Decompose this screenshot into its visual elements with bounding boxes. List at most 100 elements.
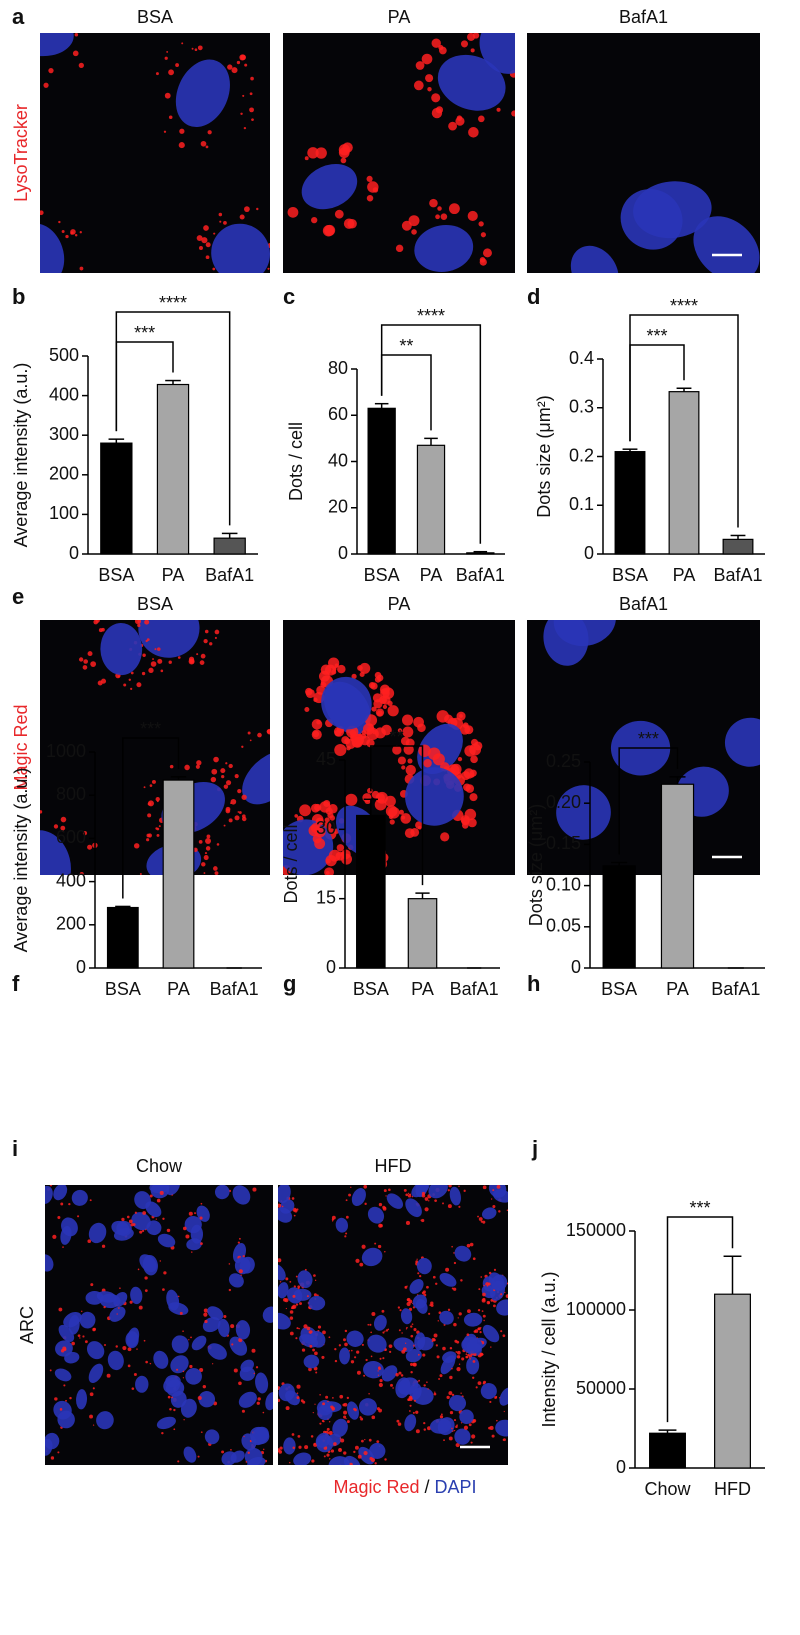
red-dot xyxy=(194,48,198,52)
red-dot xyxy=(426,1381,428,1383)
red-dot xyxy=(87,1239,92,1244)
red-dot xyxy=(456,115,463,121)
red-dot xyxy=(176,1368,179,1371)
nucleus xyxy=(63,1311,82,1328)
red-dot xyxy=(134,620,142,625)
red-dot xyxy=(478,1288,481,1291)
red-dot xyxy=(238,1269,243,1274)
y-tick-label: 200 xyxy=(56,914,86,934)
red-dot xyxy=(347,219,357,229)
nucleus xyxy=(409,1279,424,1294)
red-dot xyxy=(157,658,163,664)
red-dot xyxy=(399,809,404,815)
red-dot xyxy=(384,795,396,807)
red-dot xyxy=(392,745,402,755)
red-dot xyxy=(437,206,442,211)
red-dot xyxy=(500,1330,503,1333)
nucleus xyxy=(405,1198,422,1218)
red-dot xyxy=(247,1451,250,1454)
red-dot xyxy=(367,787,373,794)
red-dot xyxy=(291,1433,295,1436)
red-dot xyxy=(480,1276,483,1278)
red-dot xyxy=(417,1353,420,1356)
nucleus xyxy=(175,59,230,128)
red-dot xyxy=(177,1295,180,1298)
nucleus xyxy=(308,1295,326,1311)
red-dot xyxy=(68,1202,71,1206)
red-dot xyxy=(164,92,171,99)
red-dot xyxy=(200,1202,203,1205)
y-axis-label: Average intensity (a.u.) xyxy=(11,363,31,548)
red-dot xyxy=(221,1450,225,1454)
red-dot xyxy=(467,33,476,41)
significance-bracket xyxy=(370,745,424,886)
nucleus xyxy=(157,1233,176,1248)
red-dot xyxy=(329,815,336,821)
bar xyxy=(356,814,386,969)
nucleus xyxy=(358,1398,378,1416)
red-dot xyxy=(119,1287,121,1290)
red-dot xyxy=(115,1345,118,1348)
caption-part: Magic Red xyxy=(333,1477,419,1497)
red-dot xyxy=(366,194,374,202)
red-dot xyxy=(306,1295,309,1298)
red-dot xyxy=(159,1190,164,1195)
red-dot xyxy=(155,827,158,830)
red-dot xyxy=(378,1223,383,1228)
red-dot xyxy=(495,1395,498,1398)
red-dot xyxy=(156,833,160,837)
x-tick-label: PA xyxy=(411,979,434,999)
red-dot xyxy=(89,1392,94,1397)
red-dot xyxy=(128,678,131,681)
red-dot xyxy=(310,823,321,833)
red-dot xyxy=(152,658,154,660)
red-dot xyxy=(77,1215,80,1218)
red-dot xyxy=(456,1350,461,1355)
red-dot xyxy=(136,682,142,688)
nucleus xyxy=(481,1207,497,1220)
red-dot xyxy=(390,1383,393,1387)
red-dot xyxy=(139,1230,143,1234)
nucleus xyxy=(393,1337,415,1352)
red-dot xyxy=(133,843,140,849)
red-dot xyxy=(154,648,157,651)
red-dot xyxy=(133,1372,137,1377)
nucleus xyxy=(361,1247,383,1267)
nucleus xyxy=(229,1336,248,1356)
red-dot xyxy=(482,1292,486,1297)
red-dot xyxy=(460,815,470,825)
nucleus xyxy=(96,1411,114,1430)
red-dot xyxy=(295,1275,298,1278)
red-dot xyxy=(87,844,93,850)
red-dot xyxy=(87,651,93,657)
red-dot xyxy=(492,1189,495,1192)
red-dot xyxy=(412,1362,417,1367)
red-dot xyxy=(285,1277,289,1281)
red-dot xyxy=(169,764,174,769)
red-dot xyxy=(103,1305,106,1309)
red-dot xyxy=(203,638,208,644)
condition-label: HFD xyxy=(375,1156,412,1176)
red-dot xyxy=(299,1302,303,1305)
red-dot xyxy=(404,1286,407,1288)
red-dot xyxy=(251,1348,256,1353)
red-dot xyxy=(101,627,105,632)
nucleus xyxy=(221,1451,237,1465)
red-dot xyxy=(285,1307,287,1310)
red-dot xyxy=(354,1356,357,1359)
red-dot xyxy=(220,768,226,774)
nucleus xyxy=(449,1186,461,1206)
red-dot xyxy=(205,242,211,248)
red-dot xyxy=(325,871,330,875)
red-dot xyxy=(493,1304,496,1308)
red-dot xyxy=(338,1448,342,1451)
red-dot xyxy=(459,714,463,718)
red-dot xyxy=(257,732,262,738)
red-dot xyxy=(82,1335,85,1338)
red-dot xyxy=(323,1455,326,1458)
red-dot xyxy=(360,735,371,746)
red-dot xyxy=(139,873,142,875)
red-dot xyxy=(457,1317,459,1319)
red-dot xyxy=(60,816,67,823)
nucleus xyxy=(139,1254,157,1273)
